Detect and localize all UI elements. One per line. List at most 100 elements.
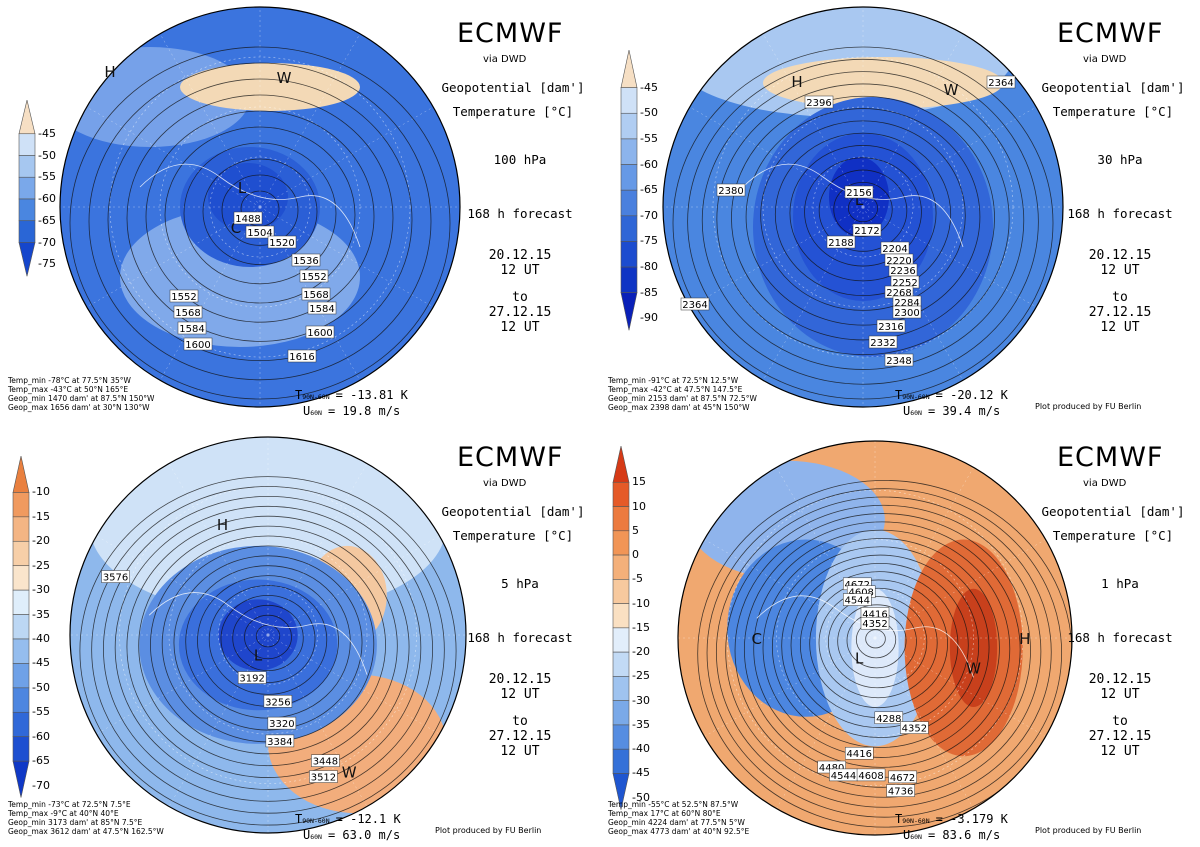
colorbar-tick-label: 5 xyxy=(632,523,639,537)
colorbar-tick-label: -40 xyxy=(632,742,650,756)
svg-text:1568: 1568 xyxy=(303,290,328,301)
pressure-marker: W xyxy=(944,81,959,99)
svg-text:1520: 1520 xyxy=(269,238,294,249)
contour-label: 2188 xyxy=(826,235,856,249)
u-subscript: 60N xyxy=(910,409,922,417)
t-subscript: 90N-60N xyxy=(302,393,330,401)
svg-text:2380: 2380 xyxy=(718,186,743,197)
colorbar-tick-label: -25 xyxy=(32,558,50,572)
extrema-line: Geop_max 3612 dam' at 47.5°N 162.5°W xyxy=(8,827,164,836)
end-time: 12 UT xyxy=(500,320,540,335)
mean-values: T90N-60N = -20.12 K U60N = 39.4 m/s xyxy=(895,388,1008,420)
colorbar-tick-label: 0 xyxy=(632,548,639,562)
svg-text:4672: 4672 xyxy=(845,580,870,591)
colorbar-tick-label: -45 xyxy=(38,126,56,140)
colorbar-tick-label: -20 xyxy=(632,645,650,659)
map-border xyxy=(69,436,467,834)
svg-text:3384: 3384 xyxy=(267,737,292,748)
u-mean: U60N = 19.8 m/s xyxy=(295,404,408,420)
polar-map: H L W 3576 3192 3256 3320 3384 3448 3512 xyxy=(69,436,467,834)
contour-label: 2364 xyxy=(986,75,1016,89)
via-label: via DWD xyxy=(483,54,527,65)
start-date: 20.12.15 xyxy=(488,672,552,687)
extrema-stats: Temp_min -73°C at 72.5°N 7.5°E Temp_max -… xyxy=(8,800,164,836)
svg-text:2204: 2204 xyxy=(882,244,907,255)
brand-title: ECMWF xyxy=(1057,18,1164,49)
forecast-hours: 168 h forecast xyxy=(1067,630,1173,645)
colorbar-tick-label: -60 xyxy=(32,729,50,743)
t-subscript: 90N-60N xyxy=(902,817,930,825)
colorbar-tick-label: -5 xyxy=(632,572,643,586)
to-label: to xyxy=(1112,714,1128,729)
end-date: 27.12.15 xyxy=(488,305,552,320)
colorbar-tick-label: -50 xyxy=(632,790,650,804)
geopotential-label: Geopotential [dam'] xyxy=(441,504,585,519)
mean-values: T90N-60N = -13.81 K U60N = 19.8 m/s xyxy=(295,388,408,420)
svg-text:2332: 2332 xyxy=(870,338,895,349)
extrema-stats: Temp_min -91°C at 72.5°N 12.5°W Temp_max … xyxy=(608,376,757,412)
colorbar-tick-label: -65 xyxy=(38,213,56,227)
plot-credit: Plot produced by FU Berlin xyxy=(1035,826,1142,835)
contour-label: 3256 xyxy=(263,695,293,708)
extrema-line: Geop_max 1656 dam' at 30°N 130°W xyxy=(8,403,150,412)
svg-text:3256: 3256 xyxy=(265,697,290,708)
extrema-line: Temp_min -91°C at 72.5°N 12.5°W xyxy=(608,376,739,385)
pressure-marker: H xyxy=(104,63,115,81)
via-label: via DWD xyxy=(483,478,527,489)
colorbar-tick-label: -30 xyxy=(32,583,50,597)
contour-label: 2236 xyxy=(888,263,918,277)
svg-text:2396: 2396 xyxy=(806,98,831,109)
start-date: 20.12.15 xyxy=(1088,248,1152,263)
colorbar-tick-label: 15 xyxy=(632,475,646,489)
contour-label: 1584 xyxy=(177,321,207,335)
colorbar-tick-label: -70 xyxy=(38,235,56,249)
u-subscript: 60N xyxy=(310,409,322,417)
end-time: 12 UT xyxy=(500,744,540,759)
start-time: 12 UT xyxy=(1100,263,1140,278)
svg-text:4608: 4608 xyxy=(848,588,873,599)
colorbar-tick-label: -45 xyxy=(32,656,50,670)
end-time: 12 UT xyxy=(1100,744,1140,759)
extrema-line: Temp_max -42°C at 47.5°N 147.5°E xyxy=(608,385,743,394)
svg-text:3192: 3192 xyxy=(239,674,264,685)
u-mean: U60N = 83.6 m/s xyxy=(895,828,1008,844)
contour-label: 1584 xyxy=(307,301,337,315)
contour-label: 1600 xyxy=(305,325,335,339)
svg-text:3512: 3512 xyxy=(311,773,336,784)
temperature-label: Temperature [°C] xyxy=(452,528,574,543)
svg-text:2268: 2268 xyxy=(886,288,911,299)
svg-text:1552: 1552 xyxy=(171,292,196,303)
to-label: to xyxy=(512,714,528,729)
contour-label: 1552 xyxy=(169,289,199,303)
map-border xyxy=(677,440,1073,836)
geopotential-label: Geopotential [dam'] xyxy=(1041,80,1185,95)
colorbar-tick-label: -75 xyxy=(640,234,658,248)
colorbar xyxy=(620,50,638,331)
t-mean: T90N-60N = -12.1 K xyxy=(295,812,401,828)
colorbar-tick-label: -50 xyxy=(32,680,50,694)
u-symbol: U xyxy=(303,828,311,842)
svg-text:3320: 3320 xyxy=(269,719,294,730)
extrema-stats: Temp_min -55°C at 52.5°N 87.5°W Temp_max … xyxy=(608,800,749,836)
u-symbol: U xyxy=(903,828,911,842)
svg-text:2156: 2156 xyxy=(846,188,871,199)
contour-label: 2204 xyxy=(880,241,910,255)
svg-text:1552: 1552 xyxy=(301,272,326,283)
svg-text:3448: 3448 xyxy=(313,757,338,768)
u-mean: U60N = 39.4 m/s xyxy=(895,404,1008,420)
extrema-line: Geop_min 2153 dam' at 87.5°N 72.5°W xyxy=(608,394,757,403)
svg-text:1600: 1600 xyxy=(307,328,332,339)
colorbar-tick-label: -55 xyxy=(38,170,56,184)
colorbar-tick-label: -10 xyxy=(32,485,50,499)
svg-text:2220: 2220 xyxy=(886,256,911,267)
u-symbol: U xyxy=(903,404,911,418)
contour-label: 2380 xyxy=(716,183,746,197)
t-value: = -3.179 K xyxy=(935,812,1008,826)
extrema-line: Geop_min 4224 dam' at 77.5°N 5°W xyxy=(608,818,745,827)
polar-map: H WL2364239623802364215621722188220422202… xyxy=(662,6,1064,408)
end-time: 12 UT xyxy=(1100,320,1140,335)
contour-label: 2332 xyxy=(868,335,898,349)
map-border xyxy=(662,6,1064,408)
colorbar-tick-label: -20 xyxy=(32,534,50,548)
